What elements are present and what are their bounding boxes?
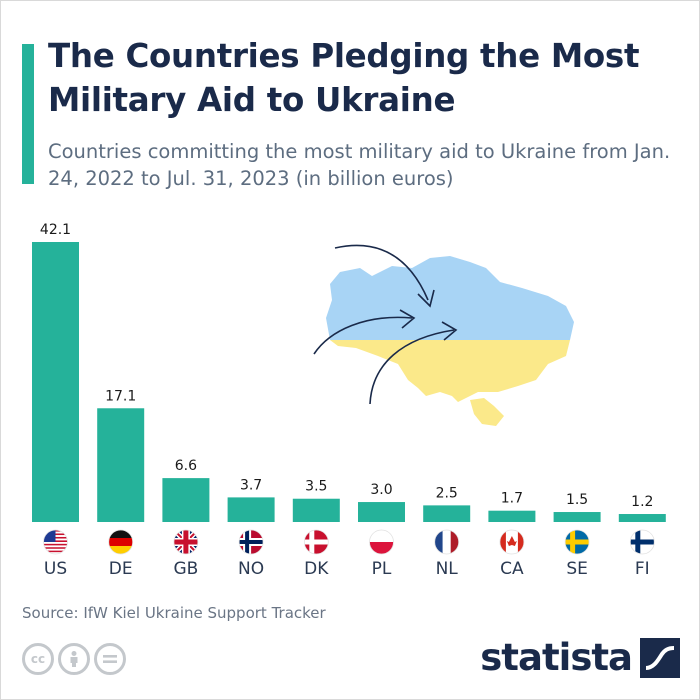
ca-flag-icon xyxy=(499,529,525,555)
bar-dk xyxy=(292,498,340,522)
aid-arrow-2 xyxy=(313,316,413,355)
aid-arrow-2-head xyxy=(399,309,416,329)
de-flag-icon xyxy=(108,529,134,555)
category-label-no: NO xyxy=(238,559,264,579)
value-label-us: 42.1 xyxy=(40,222,71,238)
dk-flag-icon xyxy=(303,529,329,555)
statista-logo-icon xyxy=(640,637,680,678)
bar-de xyxy=(97,408,145,522)
category-label-pl: PL xyxy=(372,559,392,579)
aid-arrow-3 xyxy=(369,329,455,405)
gb-flag-icon xyxy=(173,529,199,555)
bar-gb xyxy=(162,478,210,522)
chart-title: The Countries Pledging the Most Military… xyxy=(48,37,640,119)
se-flag-icon xyxy=(564,529,590,555)
bar-no xyxy=(227,497,275,522)
cc-icon[interactable]: cc xyxy=(22,643,54,675)
ukraine-map-illustration xyxy=(313,244,574,426)
category-label-de: DE xyxy=(109,559,133,579)
category-label-us: US xyxy=(44,559,67,579)
category-label-gb: GB xyxy=(173,559,198,579)
us-flag-icon xyxy=(43,529,68,555)
ukraine-map-yellow-half xyxy=(330,340,570,402)
category-label-se: SE xyxy=(566,559,588,579)
bar-se xyxy=(553,512,601,522)
bar-nl xyxy=(423,505,471,522)
value-label-ca: 1.7 xyxy=(501,491,523,507)
category-label-fi: FI xyxy=(635,559,650,579)
chart-subtitle: Countries committing the most military a… xyxy=(48,140,671,190)
flags-layer: US DE GB NO DK PL NL CA SE FI xyxy=(43,529,655,579)
category-label-ca: CA xyxy=(500,559,524,579)
value-label-pl: 3.0 xyxy=(370,482,392,498)
title-accent-bar xyxy=(22,44,34,184)
source-note: Source: IfW Kiel Ukraine Support Tracker xyxy=(22,604,326,622)
value-label-fi: 1.2 xyxy=(631,494,653,510)
value-label-dk: 3.5 xyxy=(305,479,327,495)
no-derivatives-icon[interactable] xyxy=(94,643,126,675)
attribution-icon[interactable] xyxy=(58,643,90,675)
pl-flag-icon xyxy=(369,529,394,555)
value-label-de: 17.1 xyxy=(105,388,136,404)
value-label-no: 3.7 xyxy=(240,477,262,493)
aid-arrow-1 xyxy=(334,244,429,301)
bar-chart: 42.1 17.1 6.6 3.7 3.5 3.0 2.5 1.7 1.5 1.2 US DE GB N… xyxy=(32,222,666,579)
bar-pl xyxy=(358,502,405,522)
statista-wordmark: statista xyxy=(480,636,633,679)
license-icons: cc xyxy=(22,643,126,675)
fi-flag-icon xyxy=(629,529,655,555)
value-label-nl: 2.5 xyxy=(436,485,458,501)
aid-arrow-3-head xyxy=(441,321,458,341)
nl-flag-icon xyxy=(434,529,460,555)
ukraine-map-blue-half xyxy=(326,256,574,340)
bar-ca xyxy=(488,510,536,522)
statista-brand[interactable]: statista xyxy=(480,636,680,679)
value-label-se: 1.5 xyxy=(566,492,588,508)
category-label-nl: NL xyxy=(436,559,459,579)
value-label-gb: 6.6 xyxy=(175,458,197,474)
crimea-shape xyxy=(470,398,504,426)
bars-layer: 42.1 17.1 6.6 3.7 3.5 3.0 2.5 1.7 1.5 1.2 xyxy=(32,222,666,522)
bar-fi xyxy=(618,514,666,522)
bar-us xyxy=(32,242,79,522)
no-flag-icon xyxy=(238,529,264,555)
category-label-dk: DK xyxy=(304,559,329,579)
aid-arrow-1-head xyxy=(417,289,435,308)
